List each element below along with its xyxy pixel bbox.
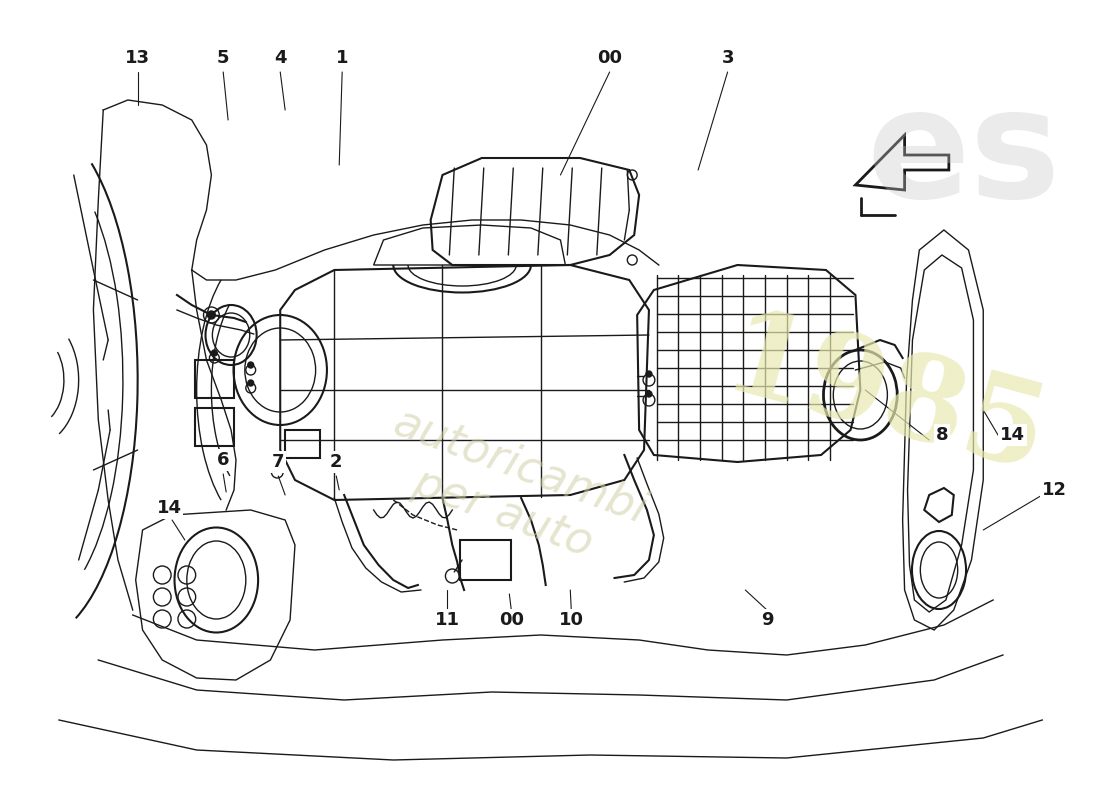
Text: 14: 14 bbox=[156, 499, 182, 517]
Text: 5: 5 bbox=[217, 49, 230, 67]
Text: 12: 12 bbox=[1042, 481, 1067, 499]
Text: 14: 14 bbox=[1000, 426, 1025, 444]
Text: 1: 1 bbox=[336, 49, 349, 67]
Bar bbox=[285, 430, 320, 458]
Text: 00: 00 bbox=[498, 611, 524, 629]
Text: 7: 7 bbox=[272, 453, 285, 471]
Text: 6: 6 bbox=[217, 451, 230, 469]
Text: autoricambi
per auto: autoricambi per auto bbox=[371, 401, 652, 579]
Text: es: es bbox=[867, 81, 1060, 230]
Text: 10: 10 bbox=[559, 611, 584, 629]
Circle shape bbox=[646, 391, 652, 397]
Text: 00: 00 bbox=[597, 49, 623, 67]
Bar bbox=[460, 540, 512, 580]
Text: 4: 4 bbox=[274, 49, 286, 67]
Text: 8: 8 bbox=[936, 426, 948, 444]
Text: 3: 3 bbox=[722, 49, 734, 67]
Text: 2: 2 bbox=[330, 453, 342, 471]
Circle shape bbox=[211, 350, 218, 356]
Text: 13: 13 bbox=[125, 49, 151, 67]
Bar bbox=[195, 360, 234, 398]
Text: 1985: 1985 bbox=[712, 302, 1058, 498]
Text: 9: 9 bbox=[761, 611, 773, 629]
Circle shape bbox=[208, 311, 216, 319]
Circle shape bbox=[248, 362, 254, 368]
Bar bbox=[195, 408, 234, 446]
Circle shape bbox=[248, 380, 254, 386]
Text: 11: 11 bbox=[434, 611, 460, 629]
Circle shape bbox=[646, 371, 652, 377]
